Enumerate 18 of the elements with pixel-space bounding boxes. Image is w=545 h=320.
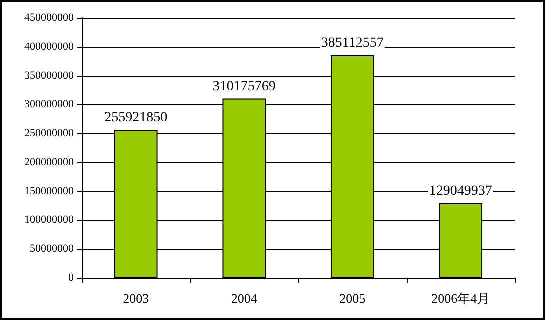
y-tick-label: 450000000 xyxy=(24,12,74,24)
data-label: 310175769 xyxy=(212,79,276,94)
y-tick-label: 200000000 xyxy=(24,156,74,168)
y-tick-label: 250000000 xyxy=(24,128,74,140)
y-tick-label: 100000000 xyxy=(24,214,74,226)
data-label: 255921850 xyxy=(104,110,168,126)
y-tick-label: 150000000 xyxy=(24,185,74,198)
x-tick-label: 2004 xyxy=(231,291,258,306)
y-tick-label: 300000000 xyxy=(24,98,74,111)
y-tick-label: 400000000 xyxy=(24,40,74,53)
x-tick-label: 2003 xyxy=(123,291,150,306)
data-label: 129049937 xyxy=(429,184,492,199)
y-tick-label: 350000000 xyxy=(24,70,74,82)
y-tick-label: 0 xyxy=(68,272,74,284)
y-tick-label: 50000000 xyxy=(30,243,74,256)
data-label: 385112557 xyxy=(321,36,384,51)
x-tick-label: 2006年4月 xyxy=(432,291,490,306)
x-tick-label: 2005 xyxy=(340,291,366,306)
